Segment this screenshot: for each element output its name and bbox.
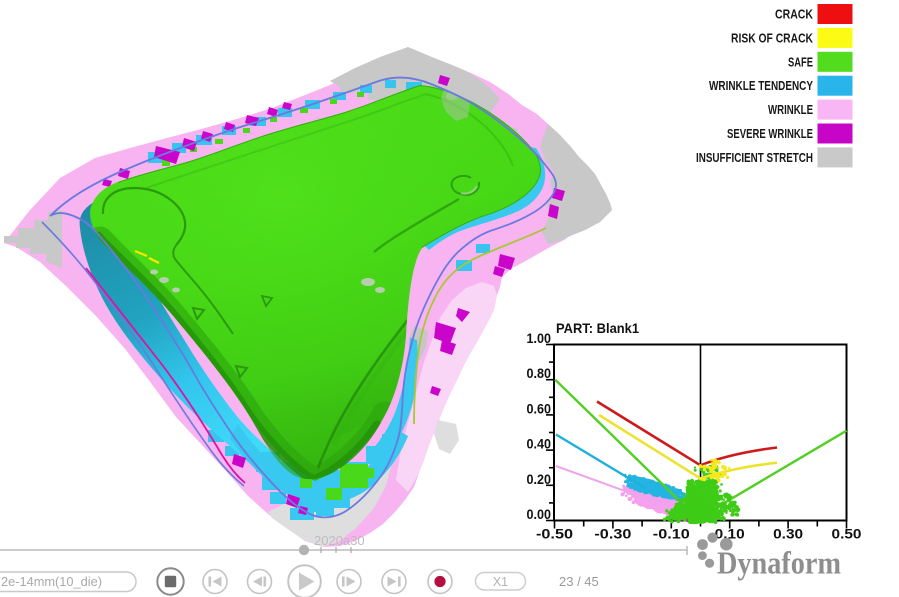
svg-text:-0.50: -0.50 bbox=[536, 527, 573, 542]
svg-text:23 / 45: 23 / 45 bbox=[559, 574, 599, 589]
svg-text:2020a30: 2020a30 bbox=[314, 533, 365, 548]
svg-text:Dynaform: Dynaform bbox=[717, 546, 841, 581]
svg-text:2e-14mm(10_die): 2e-14mm(10_die) bbox=[1, 574, 102, 589]
svg-text:INSUFFICIENT STRETCH: INSUFFICIENT STRETCH bbox=[696, 151, 813, 165]
svg-text:0.00: 0.00 bbox=[527, 507, 552, 522]
svg-text:SAFE: SAFE bbox=[788, 55, 813, 69]
svg-text:-0.30: -0.30 bbox=[594, 527, 631, 542]
svg-text:0.50: 0.50 bbox=[832, 527, 862, 542]
svg-text:X1: X1 bbox=[493, 575, 508, 589]
svg-text:0.40: 0.40 bbox=[527, 437, 552, 452]
svg-text:SEVERE WRINKLE: SEVERE WRINKLE bbox=[727, 127, 813, 141]
svg-text:0.60: 0.60 bbox=[527, 401, 552, 416]
svg-text:-0.10: -0.10 bbox=[653, 527, 690, 542]
svg-text:0.30: 0.30 bbox=[773, 527, 803, 542]
svg-text:CRACK: CRACK bbox=[775, 8, 813, 22]
svg-text:WRINKLE TENDENCY: WRINKLE TENDENCY bbox=[709, 79, 814, 93]
svg-text:PART: Blank1: PART: Blank1 bbox=[556, 320, 639, 336]
svg-text:0.20: 0.20 bbox=[527, 472, 552, 487]
svg-text:0.80: 0.80 bbox=[527, 366, 552, 381]
svg-text:0.10: 0.10 bbox=[715, 527, 745, 542]
svg-text:RISK OF CRACK: RISK OF CRACK bbox=[731, 31, 813, 45]
svg-text:WRINKLE: WRINKLE bbox=[768, 103, 813, 117]
svg-text:1.00: 1.00 bbox=[527, 331, 552, 346]
